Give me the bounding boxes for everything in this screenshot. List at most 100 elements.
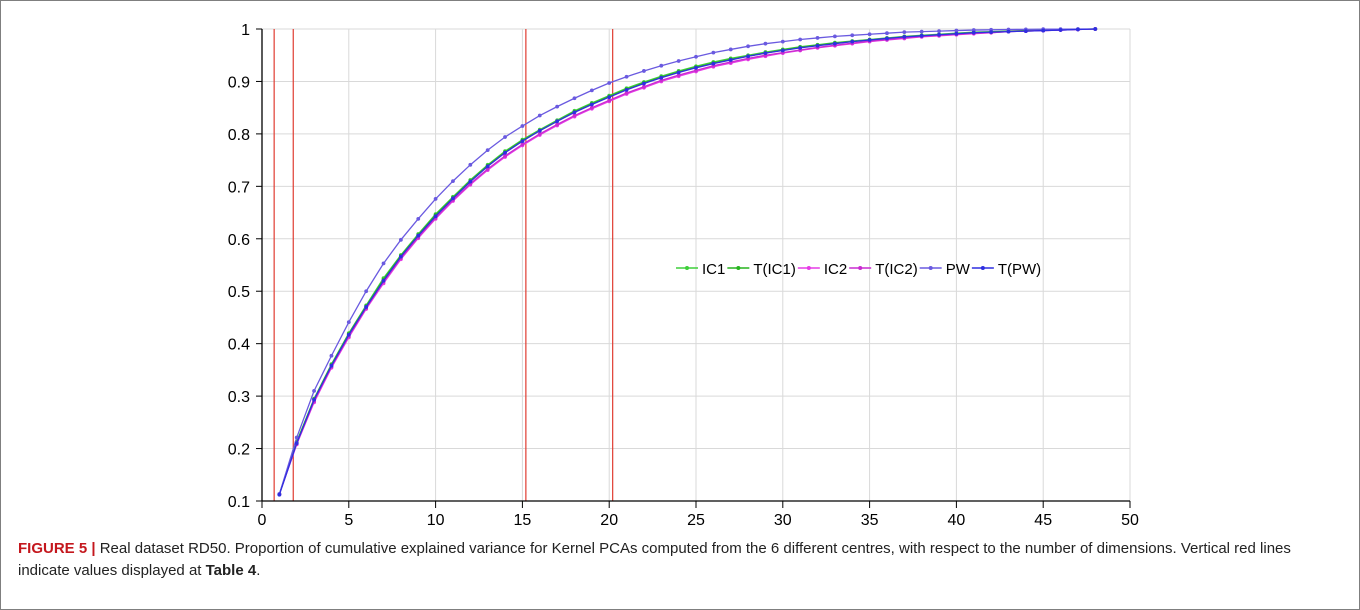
data-point-t-pw-40 xyxy=(971,30,976,35)
data-point-t-pw-4 xyxy=(346,332,351,337)
data-point-pw-15 xyxy=(537,113,542,118)
data-point-pw-9 xyxy=(433,197,438,201)
data-point-t-ic2-18 xyxy=(589,105,594,110)
data-point-pw-26 xyxy=(728,47,733,52)
data-point-pw-4 xyxy=(346,320,351,325)
table-reference: Table 4 xyxy=(205,562,257,579)
data-point-t-pw-17 xyxy=(572,110,577,115)
series-layer xyxy=(277,27,1098,497)
data-point-pw-2 xyxy=(312,388,316,393)
data-point-t-pw-29 xyxy=(780,48,785,53)
data-point-t-pw-43 xyxy=(1023,29,1028,33)
legend-marker-ic2 xyxy=(806,266,811,270)
x-tick-label-0: 0 xyxy=(258,512,267,529)
data-point-pw-33 xyxy=(850,33,855,38)
data-point-pw-28 xyxy=(763,41,768,46)
data-point-pw-27 xyxy=(746,44,750,49)
vertical-reference-lines xyxy=(273,29,614,501)
data-point-pw-40 xyxy=(971,28,976,32)
x-tick-label-10: 50 xyxy=(1121,512,1139,529)
series-line-t-pw xyxy=(278,28,1096,495)
x-tick-label-7: 35 xyxy=(861,512,879,529)
data-point-pw-25 xyxy=(711,50,716,55)
data-point-t-pw-23 xyxy=(676,70,681,75)
data-point-t-pw-37 xyxy=(919,33,924,38)
data-point-t-pw-45 xyxy=(1058,28,1063,32)
data-point-pw-1 xyxy=(294,435,299,440)
data-point-pw-12 xyxy=(485,148,490,153)
series-line-pw xyxy=(278,28,1096,495)
data-point-pw-34 xyxy=(867,32,872,37)
series-line-ic2 xyxy=(278,28,1096,495)
data-point-t-pw-7 xyxy=(398,254,403,259)
data-point-t-pw-15 xyxy=(537,128,542,133)
data-point-t-pw-18 xyxy=(589,102,594,107)
data-point-t-pw-10 xyxy=(451,196,455,201)
data-point-t-pw-30 xyxy=(798,45,803,50)
data-point-t-pw-21 xyxy=(642,81,646,86)
data-point-t-pw-16 xyxy=(555,119,560,124)
y-tick-label-8: 0.9 xyxy=(228,74,250,91)
data-point-t-pw-1 xyxy=(294,441,299,446)
data-point-pw-23 xyxy=(676,59,681,63)
data-point-t-pw-26 xyxy=(728,58,733,62)
y-tick-label-7: 0.8 xyxy=(228,127,250,144)
legend-label-t-ic1: T(IC1) xyxy=(753,261,796,278)
legend-entry-t-ic2: T(IC2) xyxy=(849,261,918,278)
data-point-pw-10 xyxy=(451,179,455,183)
figure-caption: FIGURE 5 | Real dataset RD50. Proportion… xyxy=(18,538,1338,582)
data-point-t-pw-36 xyxy=(902,34,907,39)
data-point-t-pw-32 xyxy=(832,41,837,46)
data-point-t-ic2-14 xyxy=(520,142,525,147)
caption-end: . xyxy=(256,562,261,579)
series-t-ic1 xyxy=(277,27,1098,497)
data-point-t-pw-2 xyxy=(312,397,316,402)
data-point-pw-24 xyxy=(694,54,698,59)
data-point-t-ic2-21 xyxy=(642,84,646,89)
legend-entry-ic2: IC2 xyxy=(797,261,847,278)
legend: IC1 T(IC1) IC2 T(IC2) PW T(PW) xyxy=(676,261,1041,278)
data-point-t-pw-38 xyxy=(937,32,941,37)
x-tick-label-2: 10 xyxy=(427,512,445,529)
series-ic2 xyxy=(277,27,1098,497)
legend-label-t-pw: T(PW) xyxy=(998,261,1041,278)
data-point-pw-8 xyxy=(416,216,421,221)
caption-text: Real dataset RD50. Proportion of cumulat… xyxy=(18,540,1291,579)
data-point-t-pw-33 xyxy=(850,39,855,44)
data-point-pw-36 xyxy=(902,30,907,35)
y-tick-label-4: 0.5 xyxy=(228,284,250,301)
data-point-pw-35 xyxy=(885,31,889,36)
y-tick-label-5: 0.6 xyxy=(228,232,250,249)
data-point-pw-14 xyxy=(520,124,525,128)
data-point-pw-7 xyxy=(398,237,403,242)
data-point-t-pw-24 xyxy=(694,65,698,70)
legend-marker-t-ic2 xyxy=(858,266,863,270)
data-point-t-ic2-17 xyxy=(572,113,577,118)
data-point-t-pw-0 xyxy=(277,492,282,497)
line-chart: 0 5 10 15 20 25 30 35 40 45 50 0.1 0.2 0.3 0.4 0.5 0.6 0.… xyxy=(228,22,1139,529)
data-point-pw-19 xyxy=(607,81,612,85)
figure-label: FIGURE 5 | xyxy=(18,540,96,557)
data-point-t-ic2-13 xyxy=(503,154,507,158)
legend-marker-pw xyxy=(928,266,933,270)
x-tick-label-4: 20 xyxy=(600,512,618,529)
legend-marker-t-pw xyxy=(980,266,985,270)
legend-entry-ic1: IC1 xyxy=(676,261,725,278)
data-point-pw-29 xyxy=(780,39,785,44)
data-point-t-pw-46 xyxy=(1076,27,1080,32)
data-point-t-ic2-15 xyxy=(537,131,542,136)
data-point-t-pw-12 xyxy=(485,164,490,169)
data-point-pw-21 xyxy=(642,69,646,73)
data-point-pw-16 xyxy=(555,104,560,109)
data-point-pw-32 xyxy=(832,34,837,39)
legend-entry-t-ic1: T(IC1) xyxy=(727,261,796,278)
data-point-pw-5 xyxy=(364,289,369,294)
series-t-pw xyxy=(277,27,1098,497)
data-point-t-pw-9 xyxy=(433,214,438,219)
data-point-t-ic2-22 xyxy=(659,78,664,83)
data-point-pw-13 xyxy=(503,135,507,139)
data-point-t-pw-31 xyxy=(815,43,820,48)
data-point-pw-6 xyxy=(381,261,386,266)
data-point-t-pw-42 xyxy=(1006,29,1011,34)
legend-marker-ic1 xyxy=(685,266,689,270)
